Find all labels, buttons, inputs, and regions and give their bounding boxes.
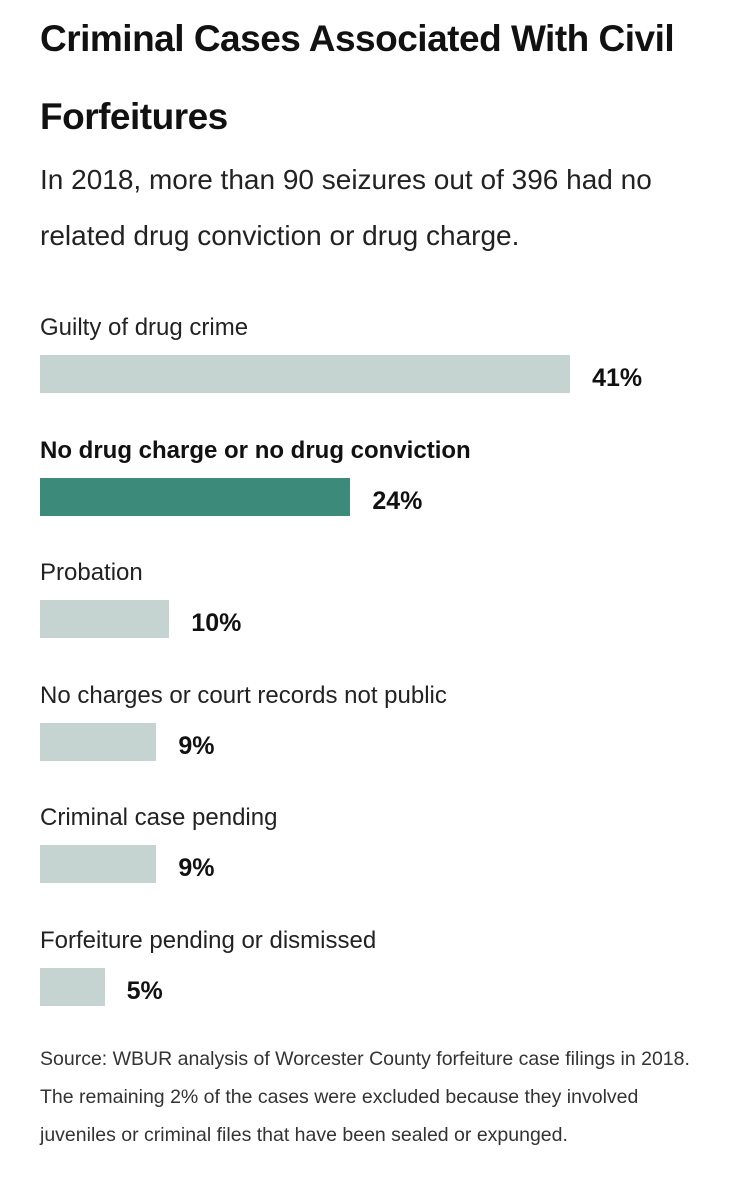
source-note: Source: WBUR analysis of Worcester Count… xyxy=(40,1048,690,1146)
category-label: Forfeiture pending or dismissed xyxy=(40,926,377,954)
category-label: No charges or court records not public xyxy=(40,681,447,709)
category-label: No drug charge or no drug conviction xyxy=(40,436,471,464)
value-label: 5% xyxy=(126,976,163,1005)
value-label: 9% xyxy=(178,731,215,760)
chart-subtitle: In 2018, more than 90 seizures out of 39… xyxy=(40,164,652,251)
bar xyxy=(40,722,157,761)
bar xyxy=(40,355,571,393)
bar-chart: Guilty of drug crime 41% No drug charge or… xyxy=(0,300,742,1030)
chart-title: Criminal Cases Associated With Civil For… xyxy=(40,18,675,137)
value-label: 10% xyxy=(191,609,242,637)
bar xyxy=(40,600,170,638)
category-label: Guilty of drug crime xyxy=(40,314,249,341)
category-label: Probation xyxy=(40,559,143,586)
bar xyxy=(40,967,105,1006)
value-label: 24% xyxy=(372,486,423,515)
value-label: 9% xyxy=(178,854,215,882)
bar xyxy=(40,845,157,883)
value-label: 41% xyxy=(592,364,643,392)
bar xyxy=(40,477,351,516)
category-label: Criminal case pending xyxy=(40,804,278,831)
